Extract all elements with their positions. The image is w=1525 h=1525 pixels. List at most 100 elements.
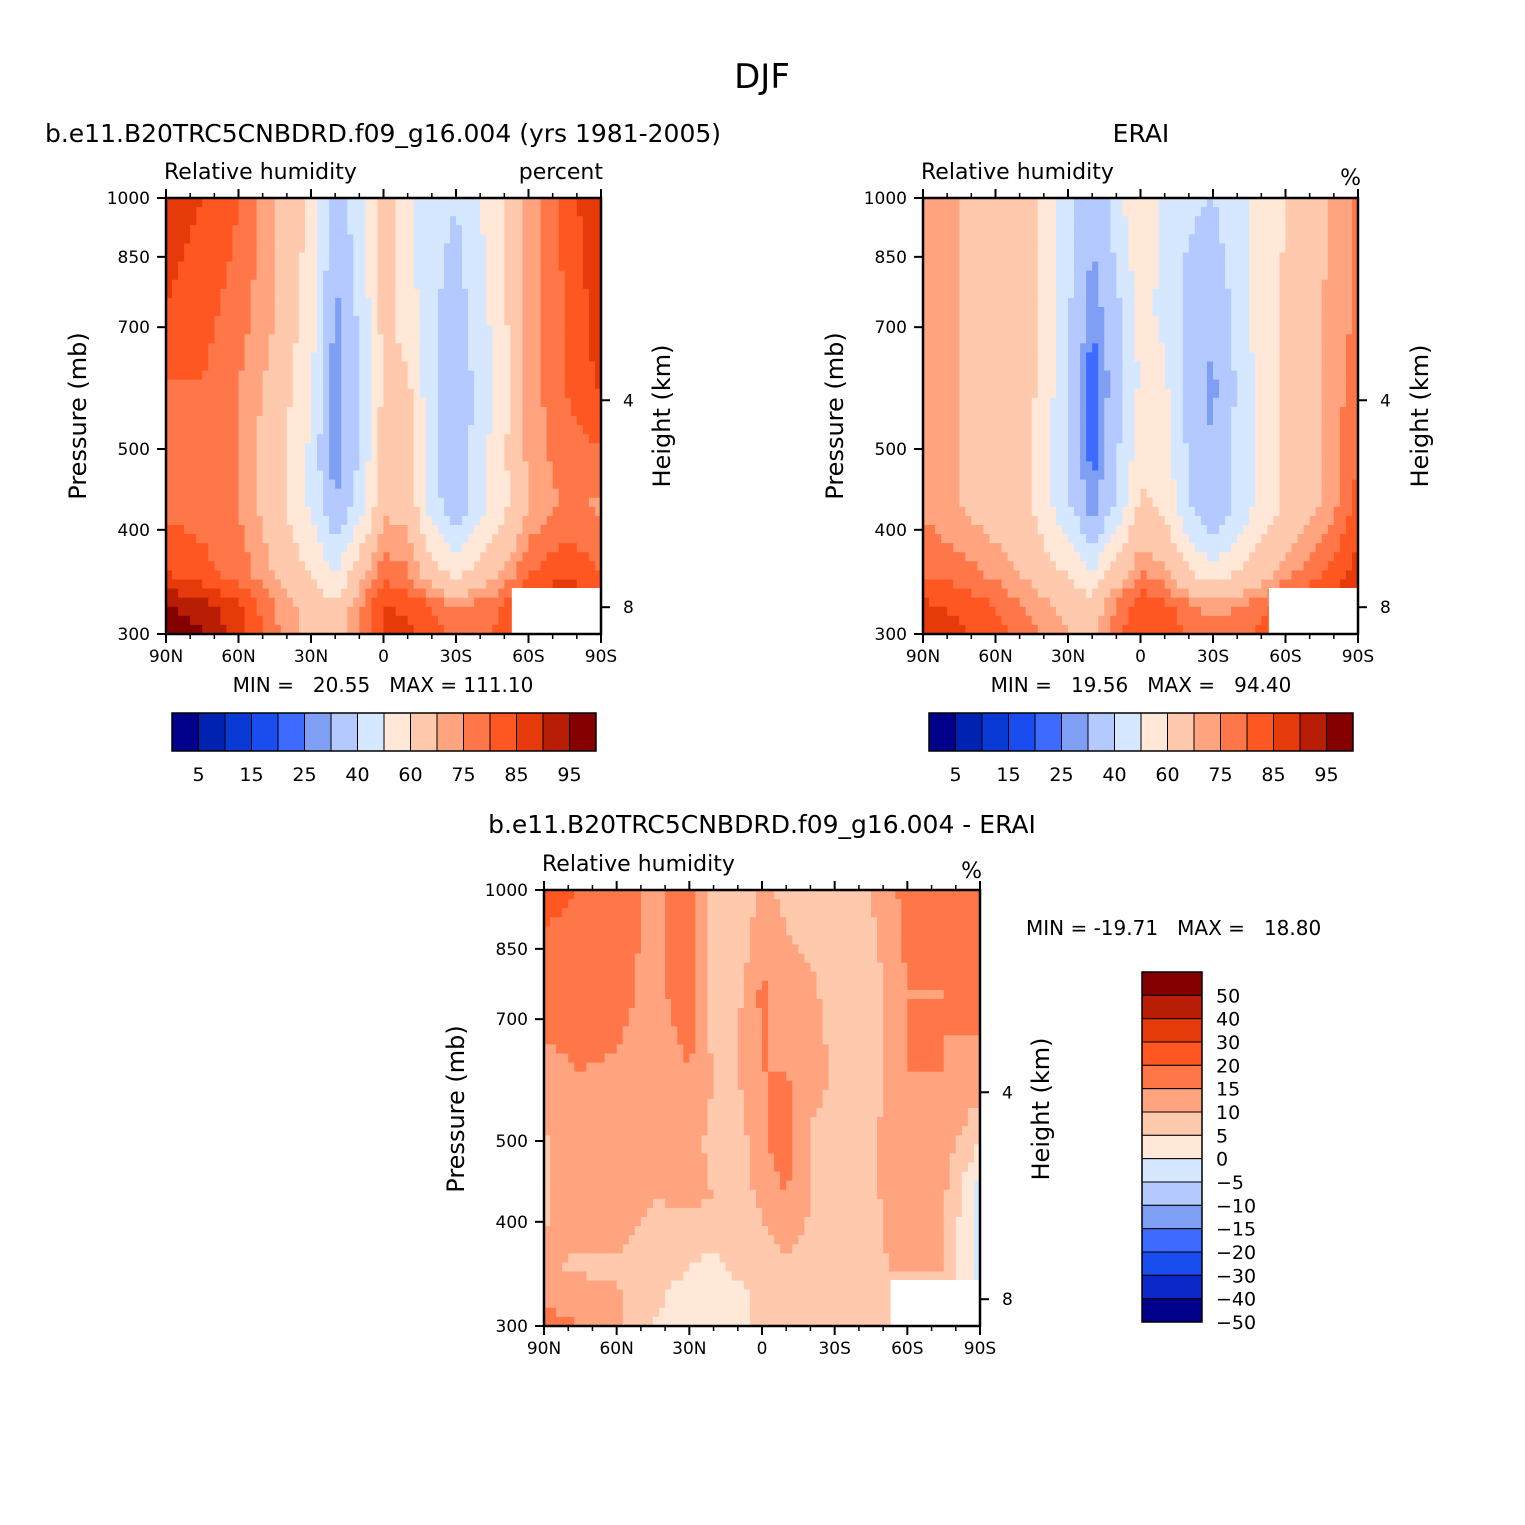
- panel-model-cell: [389, 288, 397, 299]
- panel-model-cell: [456, 216, 463, 226]
- panel-model-cell: [178, 615, 185, 626]
- panel-obs-cell: [989, 297, 997, 308]
- panel-model-left-label: Relative humidity: [164, 160, 357, 185]
- panel-model-cell: [486, 515, 493, 526]
- panel-model-cell: [462, 361, 469, 372]
- panel-model-cell: [389, 579, 397, 590]
- panel-model-cell: [468, 207, 475, 217]
- panel-model-cell: [323, 370, 330, 381]
- panel-model-cell: [546, 579, 554, 590]
- panel-obs-title: ERAI: [1113, 119, 1170, 148]
- panel-obs-cell: [959, 307, 966, 317]
- panel-model-cell: [280, 216, 288, 226]
- panel-model-cell: [558, 234, 566, 245]
- panel-model-cell: [449, 252, 457, 263]
- panel-model-cell: [528, 252, 536, 263]
- panel-model-cell: [256, 234, 264, 245]
- panel-model-cell: [244, 525, 252, 535]
- panel-model-cell: [498, 606, 505, 617]
- panel-obs-cell: [1031, 234, 1039, 245]
- panel-obs-cell: [1339, 307, 1347, 317]
- panel-model-cell: [359, 597, 366, 608]
- panel-model-cell: [238, 216, 246, 226]
- panel-model-cell: [564, 252, 572, 263]
- panel-obs-cell: [1273, 325, 1281, 335]
- panel-model-cell: [504, 261, 511, 272]
- panel-obs-cell: [959, 270, 966, 281]
- panel-obs-cell: [1122, 370, 1130, 381]
- panel-model-cell: [456, 225, 463, 235]
- panel-model-cell: [431, 316, 439, 326]
- panel-model-ytick-label: 1000: [107, 189, 150, 209]
- panel-model-cell: [449, 416, 457, 426]
- panel-obs-cell: [959, 207, 966, 217]
- panel-obs-cell: [1351, 270, 1359, 281]
- panel-model-cell: [280, 506, 288, 517]
- panel-obs-cell: [1249, 261, 1256, 272]
- panel-model-cell: [534, 506, 542, 517]
- panel-obs-cell: [929, 243, 936, 254]
- panel-obs-cell: [1074, 225, 1081, 235]
- panel-obs-cell: [1092, 270, 1099, 281]
- panel-obs-cell: [983, 207, 991, 217]
- panel-obs-cell: [1315, 198, 1323, 208]
- panel-obs-cell: [1037, 370, 1045, 381]
- panel-model-cell: [220, 343, 228, 354]
- panel-model-cell: [570, 352, 578, 363]
- panel-model-cell: [190, 261, 197, 272]
- panel-obs-cell: [1333, 297, 1341, 308]
- panel-model-cell: [238, 198, 246, 208]
- panel-model-cell: [220, 370, 228, 381]
- panel-model-cell: [510, 198, 518, 208]
- panel-obs-cell: [995, 334, 1003, 344]
- panel-model-cell: [238, 361, 246, 372]
- panel-obs-cell: [1291, 261, 1299, 272]
- panel-obs-cell: [923, 316, 930, 326]
- panel-model-cell: [208, 425, 215, 435]
- panel-model-cell: [510, 270, 518, 281]
- panel-model-cell: [323, 216, 330, 226]
- panel-model-cell: [437, 470, 445, 481]
- panel-model-cell: [238, 488, 246, 499]
- panel-model-cell: [510, 370, 518, 381]
- panel-model-cell: [347, 352, 354, 363]
- panel-model-cell: [256, 388, 264, 399]
- panel-model-cell: [534, 316, 542, 326]
- panel-model-cell: [425, 461, 433, 472]
- panel-model-cell: [468, 252, 475, 263]
- panel-obs-cell: [1080, 279, 1087, 290]
- panel-model-cell: [528, 297, 536, 308]
- panel-obs-cell: [1267, 234, 1275, 245]
- panel-model-cell: [286, 334, 294, 344]
- panel-obs-cell: [1176, 316, 1184, 326]
- panel-model-cell: [329, 261, 336, 272]
- panel-model-cell: [214, 506, 221, 517]
- panel-model-cell: [317, 606, 324, 617]
- panel-obs-cell: [1025, 252, 1033, 263]
- panel-model-cell: [196, 234, 203, 245]
- panel-model-cell: [298, 406, 306, 417]
- panel-model-cell: [510, 361, 518, 372]
- panel-model-cell: [582, 207, 590, 217]
- panel-model-cell: [353, 216, 360, 226]
- panel-model-cell: [588, 261, 596, 272]
- panel-model-cell: [456, 316, 463, 326]
- panel-model-cell: [594, 506, 602, 517]
- panel-model-cell: [359, 379, 366, 390]
- panel-model-cell: [359, 279, 366, 290]
- panel-obs-cell: [1333, 352, 1341, 363]
- panel-model-cell: [401, 488, 409, 499]
- panel-model-cell: [341, 461, 348, 472]
- panel-obs-cell: [1116, 307, 1123, 317]
- panel-model-cell: [329, 352, 336, 363]
- panel-model-cell: [341, 497, 348, 508]
- panel-model-cell: [220, 216, 228, 226]
- panel-obs-cell: [1206, 361, 1214, 372]
- panel-model-cell: [280, 297, 288, 308]
- panel-model-cell: [443, 361, 451, 372]
- panel-model-cell: [317, 452, 324, 463]
- panel-obs-cell: [1249, 343, 1256, 354]
- panel-model-cell: [202, 525, 209, 535]
- panel-obs-cell: [1243, 234, 1250, 245]
- panel-model-cell: [190, 461, 197, 472]
